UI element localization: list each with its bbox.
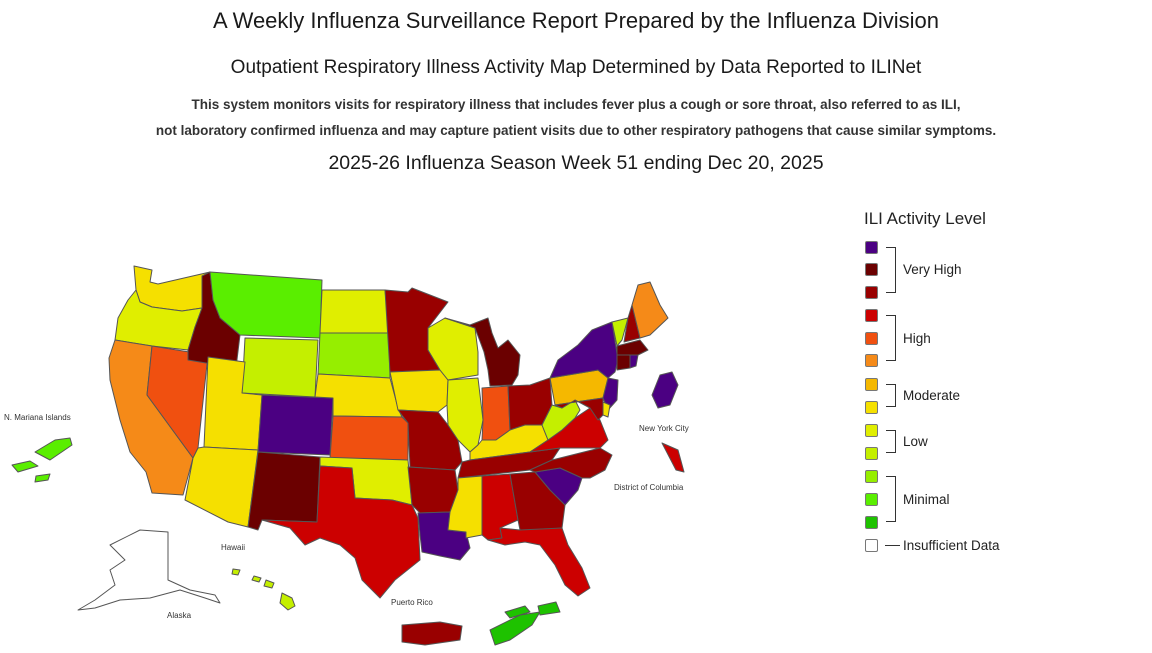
legend-label-low: Low bbox=[903, 434, 928, 449]
state-ME[interactable] bbox=[631, 281, 669, 339]
legend-swatch-13 bbox=[865, 241, 878, 254]
us-ili-activity-map: N. Mariana Islands New York City Distric… bbox=[4, 265, 689, 646]
state-MP-isle2[interactable] bbox=[11, 460, 39, 473]
state-PR[interactable] bbox=[401, 621, 463, 646]
legend-swatch-10 bbox=[865, 309, 878, 322]
state-NC[interactable] bbox=[529, 447, 613, 479]
state-HI[interactable] bbox=[279, 592, 296, 611]
state-HI-kauai[interactable] bbox=[231, 568, 241, 576]
state-HI-maui[interactable] bbox=[263, 579, 275, 589]
page-title: A Weekly Influenza Surveillance Report P… bbox=[213, 8, 939, 33]
map-subtitle: Outpatient Respiratory Illness Activity … bbox=[230, 57, 922, 78]
label-nyc: New York City bbox=[639, 424, 689, 433]
label-hawaii: Hawaii bbox=[221, 543, 245, 552]
description-line-1: This system monitors visits for respirat… bbox=[191, 97, 961, 112]
state-CO[interactable] bbox=[257, 394, 334, 456]
legend-title: ILI Activity Level bbox=[864, 209, 986, 228]
label-dc: District of Columbia bbox=[614, 483, 684, 492]
state-AZ[interactable] bbox=[184, 446, 259, 528]
legend-swatch-8 bbox=[865, 354, 878, 367]
state-USVI-stjohn[interactable] bbox=[537, 601, 561, 616]
legend-swatch-11 bbox=[865, 286, 878, 299]
state-CT[interactable] bbox=[616, 354, 631, 371]
state-MD[interactable] bbox=[554, 397, 604, 421]
legend-bracket-low bbox=[886, 430, 896, 453]
legend-label-high: High bbox=[903, 331, 931, 346]
legend-swatch-insufficient bbox=[865, 539, 878, 552]
legend-swatch-5 bbox=[865, 424, 878, 437]
legend-swatch-12 bbox=[865, 263, 878, 276]
state-MI[interactable] bbox=[444, 317, 521, 387]
season-heading: 2025-26 Influenza Season Week 51 ending … bbox=[328, 152, 824, 174]
legend-label-very-high: Very High bbox=[903, 262, 962, 277]
state-MP[interactable] bbox=[34, 437, 73, 461]
state-AK[interactable] bbox=[77, 529, 221, 611]
state-HI-oahu[interactable] bbox=[251, 575, 262, 583]
legend-swatch-1 bbox=[865, 516, 878, 529]
legend-label-moderate: Moderate bbox=[903, 388, 961, 403]
label-n-mariana: N. Mariana Islands bbox=[4, 413, 71, 422]
state-MA[interactable] bbox=[616, 339, 649, 356]
legend-bracket-very-high bbox=[886, 247, 896, 293]
legend-label-minimal: Minimal bbox=[903, 492, 950, 507]
state-TX[interactable] bbox=[261, 465, 421, 599]
state-VT[interactable] bbox=[611, 317, 629, 347]
legend-swatch-2 bbox=[865, 493, 878, 506]
state-DE[interactable] bbox=[602, 401, 611, 418]
state-WV[interactable] bbox=[541, 399, 581, 441]
legend-bracket-moderate bbox=[886, 384, 896, 407]
state-FL[interactable] bbox=[487, 527, 591, 597]
legend-swatch-3 bbox=[865, 470, 878, 483]
legend-swatch-4 bbox=[865, 447, 878, 460]
state-USVI-stthomas[interactable] bbox=[504, 605, 531, 619]
state-IA[interactable] bbox=[389, 369, 449, 413]
state-MT[interactable] bbox=[209, 271, 323, 339]
state-SD[interactable] bbox=[317, 332, 391, 379]
state-AR[interactable] bbox=[407, 466, 459, 514]
label-alaska: Alaska bbox=[167, 611, 192, 620]
legend-swatch-9 bbox=[865, 332, 878, 345]
state-NJ[interactable] bbox=[602, 377, 619, 411]
state-NY[interactable] bbox=[549, 321, 619, 379]
state-IN[interactable] bbox=[481, 385, 511, 441]
state-WY[interactable] bbox=[241, 337, 319, 398]
label-puerto-rico: Puerto Rico bbox=[391, 598, 433, 607]
legend-bracket-high bbox=[886, 315, 896, 361]
state-NM[interactable] bbox=[247, 451, 321, 531]
state-NYC[interactable] bbox=[661, 442, 685, 473]
state-DC[interactable] bbox=[651, 371, 679, 409]
legend: ILI Activity Level Very High High Modera… bbox=[860, 205, 1060, 565]
legend-swatch-6 bbox=[865, 401, 878, 414]
state-KS[interactable] bbox=[329, 415, 409, 461]
legend-bracket-minimal bbox=[886, 476, 896, 522]
legend-dash-insufficient bbox=[885, 545, 900, 546]
state-RI[interactable] bbox=[629, 354, 639, 369]
legend-swatch-7 bbox=[865, 378, 878, 391]
description-line-2: not laboratory confirmed influenza and m… bbox=[155, 123, 997, 138]
state-ND[interactable] bbox=[319, 289, 390, 334]
state-MP-isle3[interactable] bbox=[34, 473, 51, 483]
legend-label-insufficient: Insufficient Data bbox=[903, 538, 1000, 553]
